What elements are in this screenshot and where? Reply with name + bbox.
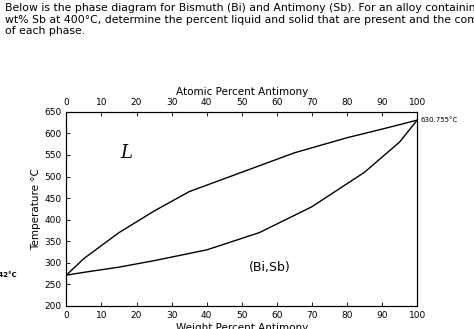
- Text: L: L: [120, 144, 132, 162]
- Text: Below is the phase diagram for Bismuth (Bi) and Antimony (Sb). For an alloy cont: Below is the phase diagram for Bismuth (…: [5, 3, 474, 37]
- X-axis label: Atomic Percent Antimony: Atomic Percent Antimony: [175, 87, 308, 97]
- Text: (Bi,Sb): (Bi,Sb): [249, 261, 291, 274]
- X-axis label: Weight Percent Antimony: Weight Percent Antimony: [175, 323, 308, 329]
- Text: 271.442°C: 271.442°C: [0, 272, 17, 278]
- Text: 630.755°C: 630.755°C: [420, 117, 458, 123]
- Y-axis label: Temperature °C: Temperature °C: [31, 168, 41, 250]
